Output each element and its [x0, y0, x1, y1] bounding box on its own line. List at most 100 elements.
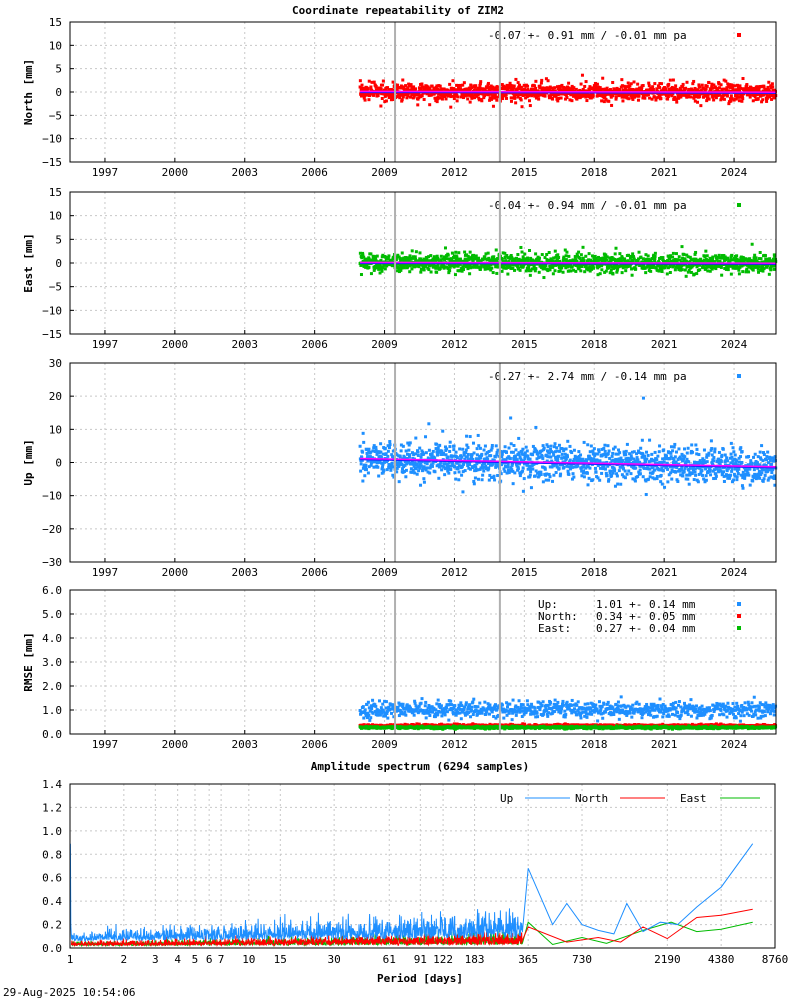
- data-point: [565, 455, 569, 459]
- data-point: [720, 473, 724, 477]
- data-point: [528, 99, 532, 103]
- data-point: [485, 85, 489, 89]
- data-point: [584, 80, 588, 84]
- data-point: [449, 105, 453, 109]
- data-point: [593, 452, 597, 456]
- data-point: [501, 260, 505, 264]
- data-point: [499, 92, 503, 96]
- data-point: [667, 82, 671, 86]
- data-point: [468, 272, 472, 276]
- data-point: [755, 87, 759, 91]
- data-point: [472, 479, 476, 483]
- data-point: [630, 96, 634, 100]
- data-point: [414, 257, 418, 261]
- data-point: [421, 85, 425, 89]
- data-point: [409, 467, 413, 471]
- data-point: [484, 252, 488, 256]
- data-point: [760, 260, 764, 264]
- data-point: [766, 257, 770, 261]
- data-point: [694, 250, 698, 254]
- data-point: [483, 94, 487, 98]
- data-point: [709, 448, 713, 452]
- data-point: [475, 94, 479, 98]
- data-point: [438, 84, 442, 88]
- data-point: [533, 474, 537, 478]
- data-point: [700, 469, 704, 473]
- data-point: [686, 255, 690, 259]
- data-point: [620, 78, 624, 82]
- data-point: [682, 252, 686, 256]
- data-point: [367, 265, 371, 269]
- data-point: [773, 257, 777, 261]
- y-tick-label: −10: [42, 304, 62, 317]
- data-point: [478, 82, 482, 86]
- x-tick-label: 2015: [511, 738, 538, 751]
- data-point: [414, 87, 418, 91]
- data-point: [567, 81, 571, 85]
- x-tick-label: 2009: [371, 166, 398, 179]
- data-point: [737, 268, 741, 272]
- data-point: [597, 450, 601, 454]
- data-point: [454, 91, 458, 95]
- data-point: [637, 250, 641, 254]
- data-point: [606, 464, 610, 468]
- data-point: [412, 463, 416, 467]
- data-point: [565, 464, 569, 468]
- data-point: [615, 86, 619, 90]
- data-point: [648, 96, 652, 100]
- data-point: [618, 252, 622, 256]
- data-point: [714, 267, 718, 271]
- data-point: [671, 251, 675, 255]
- data-point: [533, 269, 537, 273]
- data-point: [537, 270, 541, 274]
- data-point: [646, 477, 650, 481]
- data-point: [389, 466, 393, 470]
- x-tick-label: 2015: [511, 566, 538, 579]
- data-point: [426, 470, 430, 474]
- data-point: [695, 272, 699, 276]
- data-point: [518, 83, 522, 87]
- data-point: [723, 93, 727, 97]
- data-point: [583, 471, 587, 475]
- data-point: [772, 257, 776, 261]
- data-point: [753, 452, 757, 456]
- data-point: [752, 475, 756, 479]
- data-point: [678, 93, 682, 97]
- data-point: [579, 453, 583, 457]
- data-point: [443, 445, 447, 449]
- data-point: [631, 252, 635, 256]
- data-point: [557, 96, 561, 100]
- data-point: [755, 93, 759, 97]
- data-point: [461, 83, 465, 87]
- data-point: [693, 86, 697, 90]
- data-point: [379, 450, 383, 454]
- data-point: [576, 265, 580, 269]
- data-point: [403, 710, 407, 714]
- data-point: [429, 270, 433, 274]
- data-point: [524, 96, 528, 100]
- data-point: [474, 467, 478, 471]
- data-point: [761, 98, 765, 102]
- data-point: [391, 93, 395, 97]
- data-point: [729, 452, 733, 456]
- y-tick-label: 5: [55, 63, 62, 76]
- data-point: [699, 104, 703, 108]
- data-point: [631, 477, 635, 481]
- data-point: [420, 697, 424, 701]
- data-point: [429, 463, 433, 467]
- data-point: [504, 458, 508, 462]
- data-point: [425, 257, 429, 261]
- data-point: [471, 465, 475, 469]
- data-point: [619, 482, 623, 486]
- data-point: [500, 269, 504, 273]
- data-point: [603, 449, 607, 453]
- data-point: [372, 93, 376, 97]
- data-point: [483, 255, 487, 259]
- data-point: [737, 272, 741, 276]
- data-point: [626, 456, 630, 460]
- data-point: [549, 257, 553, 261]
- data-point: [426, 260, 430, 264]
- data-point: [372, 268, 376, 272]
- x-tick-label: 2021: [651, 166, 678, 179]
- data-point: [381, 83, 385, 87]
